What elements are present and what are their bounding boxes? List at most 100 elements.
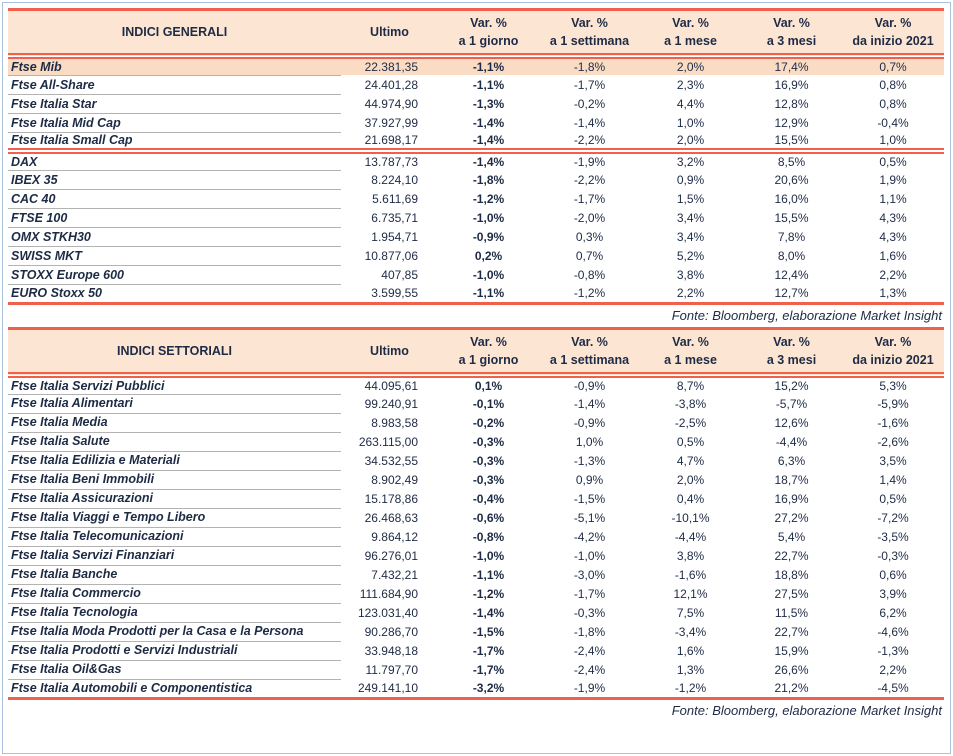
var-pct-cell: -4,6%	[877, 624, 909, 639]
ultimo-value-cell: 33.948,18	[364, 643, 418, 658]
var-pct-cell: -1,0%	[573, 548, 606, 563]
ultimo-value-cell: 8.224,10	[371, 172, 418, 187]
var-pct-cell: 1,0%	[575, 434, 604, 449]
var-pct-cell: -10,1%	[671, 510, 710, 525]
var-pct-cell: -1,7%	[573, 191, 606, 206]
ultimo-value-cell: 24.401,28	[364, 77, 418, 92]
var-pct-cell: 0,5%	[842, 148, 944, 171]
var-pct-cell: 1,6%	[676, 643, 705, 658]
var-pct-cell: 22,7%	[774, 624, 809, 639]
var-pct-cell: 4,3%	[879, 229, 907, 244]
var-pct-cell: -5,7%	[775, 396, 808, 411]
table-row: Ftse Italia Servizi Finanziari 96.276,01 -…	[8, 546, 944, 566]
index-name-cell: Ftse Italia Alimentari	[8, 394, 341, 414]
var-pct-cell: 1,0%	[676, 115, 705, 130]
var-pct-cell: 20,6%	[774, 172, 809, 187]
var-pct-cell: -1,5%	[573, 491, 606, 506]
var-pct-cell: -3,4%	[674, 624, 707, 639]
var-pct-cell: -3,0%	[573, 567, 606, 582]
ultimo-value-cell: 10.877,06	[364, 248, 418, 263]
var-pct-cell: 3,8%	[676, 267, 705, 282]
var-pct-cell: 3,4%	[676, 210, 705, 225]
ultimo-value-cell: 99.240,91	[364, 396, 418, 411]
var-pct-cell: 12,7%	[774, 286, 809, 300]
var-pct-cell: 27,5%	[774, 586, 809, 601]
var-pct-cell: -1,0%	[472, 210, 505, 225]
var-pct-cell: 3,2%	[640, 148, 741, 171]
var-pct-cell: -1,8%	[472, 172, 505, 187]
table-header-row: INDICI GENERALI Ultimo Var. % a 1 giorno…	[8, 9, 944, 60]
table-title: INDICI GENERALI	[8, 9, 341, 60]
var-pct-cell: 1,6%	[879, 248, 907, 263]
var-pct-cell: 2,2%	[879, 267, 907, 282]
var-pct-cell: 6,2%	[879, 605, 907, 620]
var-pct-cell: -2,4%	[573, 643, 606, 658]
column-header-var-3-mesi: Var. % a 3 mesi	[741, 9, 842, 60]
var-pct-cell: 2,3%	[676, 77, 705, 92]
var-pct-cell: -1,1%	[472, 77, 505, 92]
var-pct-cell: 12,6%	[774, 415, 809, 430]
ultimo-value-cell: 21.698,17	[364, 133, 418, 148]
index-name-cell: Ftse Italia Small Cap	[8, 132, 341, 152]
index-name-cell: Ftse Italia Oil&Gas	[8, 660, 341, 680]
ultimo-value-cell: 26.468,63	[364, 510, 418, 525]
var-pct-cell: 4,4%	[676, 96, 705, 111]
var-pct-cell: -1,1%	[472, 567, 505, 582]
column-header-ultimo: Ultimo	[341, 9, 438, 60]
ultimo-value-cell: 6.735,71	[371, 210, 418, 225]
index-name-cell: SWISS MKT	[8, 246, 341, 266]
var-pct-cell: -3,2%	[472, 680, 505, 695]
var-pct-cell: 26,6%	[774, 662, 809, 677]
ultimo-value-cell: 8.902,49	[371, 472, 418, 487]
var-pct-cell: -5,1%	[573, 510, 606, 525]
var-pct-cell: -0,3%	[472, 453, 505, 468]
table-row: Ftse Italia Viaggi e Tempo Libero 26.468,…	[8, 508, 944, 528]
index-name-cell: IBEX 35	[8, 170, 341, 190]
var-pct-cell: 5,3%	[879, 379, 907, 393]
column-header-var-3-mesi: Var. % a 3 mesi	[741, 328, 842, 378]
index-name-cell: Ftse Italia Media	[8, 413, 341, 433]
var-pct-cell: 3,8%	[676, 548, 705, 563]
var-pct-cell: 15,5%	[774, 210, 809, 225]
var-pct-cell: 4,3%	[879, 210, 907, 225]
var-pct-cell: -1,7%	[472, 643, 505, 658]
index-name-cell: EURO Stoxx 50	[8, 284, 341, 304]
table-row: Ftse Mib 22.381,35 -1,1% -1,8% 2,0% 17,4% 0,7%	[8, 56, 944, 76]
ultimo-value-cell: 407,85	[381, 267, 418, 282]
ultimo-value-cell: 44.095,61	[364, 379, 418, 393]
var-pct-cell: 6,3%	[777, 453, 806, 468]
var-pct-cell: -1,3%	[573, 453, 606, 468]
table-row: EURO Stoxx 50 3.599,55 -1,1% -1,2% 2,2% 12,7%…	[8, 284, 944, 304]
var-pct-cell: 8,0%	[777, 248, 806, 263]
index-name-cell: Ftse Italia Edilizia e Materiali	[8, 451, 341, 471]
source-note: Fonte: Bloomberg, elaborazione Market In…	[671, 307, 942, 323]
var-pct-cell: 3,9%	[879, 586, 907, 601]
var-pct-cell: 0,6%	[879, 567, 907, 582]
index-name-cell: STOXX Europe 600	[8, 265, 341, 285]
var-pct-cell: -2,4%	[573, 662, 606, 677]
var-pct-cell: -0,1%	[472, 396, 505, 411]
var-pct-cell: -1,6%	[674, 567, 707, 582]
var-pct-cell: -3,8%	[674, 396, 707, 411]
column-header-var-1-giorno: Var. % a 1 giorno	[438, 328, 539, 378]
table-row: Ftse Italia Servizi Pubblici 44.095,61 0,1…	[8, 375, 944, 395]
ultimo-value-cell: 90.286,70	[364, 624, 418, 639]
var-pct-cell: 0,8%	[879, 96, 907, 111]
var-pct-cell: -1,9%	[573, 680, 606, 695]
table-row: FTSE 100 6.735,71 -1,0% -2,0% 3,4% 15,5% 4,3%	[8, 208, 944, 228]
source-note: Fonte: Bloomberg, elaborazione Market In…	[671, 702, 942, 718]
var-pct-cell: 5,4%	[777, 529, 806, 544]
index-name-cell: Ftse Italia Automobili e Componentistica	[8, 679, 341, 699]
var-pct-cell: -1,4%	[472, 115, 505, 130]
column-header-ultimo: Ultimo	[341, 328, 438, 378]
var-pct-cell: -0,8%	[573, 267, 606, 282]
table-row: Ftse Italia Salute 263.115,00 -0,3% 1,0% 0,5…	[8, 432, 944, 452]
var-pct-cell: -2,2%	[573, 133, 606, 148]
var-pct-cell: 7,5%	[676, 605, 705, 620]
column-header-var-1-settimana: Var. % a 1 settimana	[539, 328, 640, 378]
table-row: IBEX 35 8.224,10 -1,8% -2,2% 0,9% 20,6% 1,9%	[8, 170, 944, 190]
index-name-cell: Ftse Italia Star	[8, 94, 341, 114]
index-name-cell: Ftse Italia Assicurazioni	[8, 489, 341, 509]
var-pct-cell: -0,6%	[472, 510, 505, 525]
var-pct-cell: 0,4%	[676, 491, 705, 506]
